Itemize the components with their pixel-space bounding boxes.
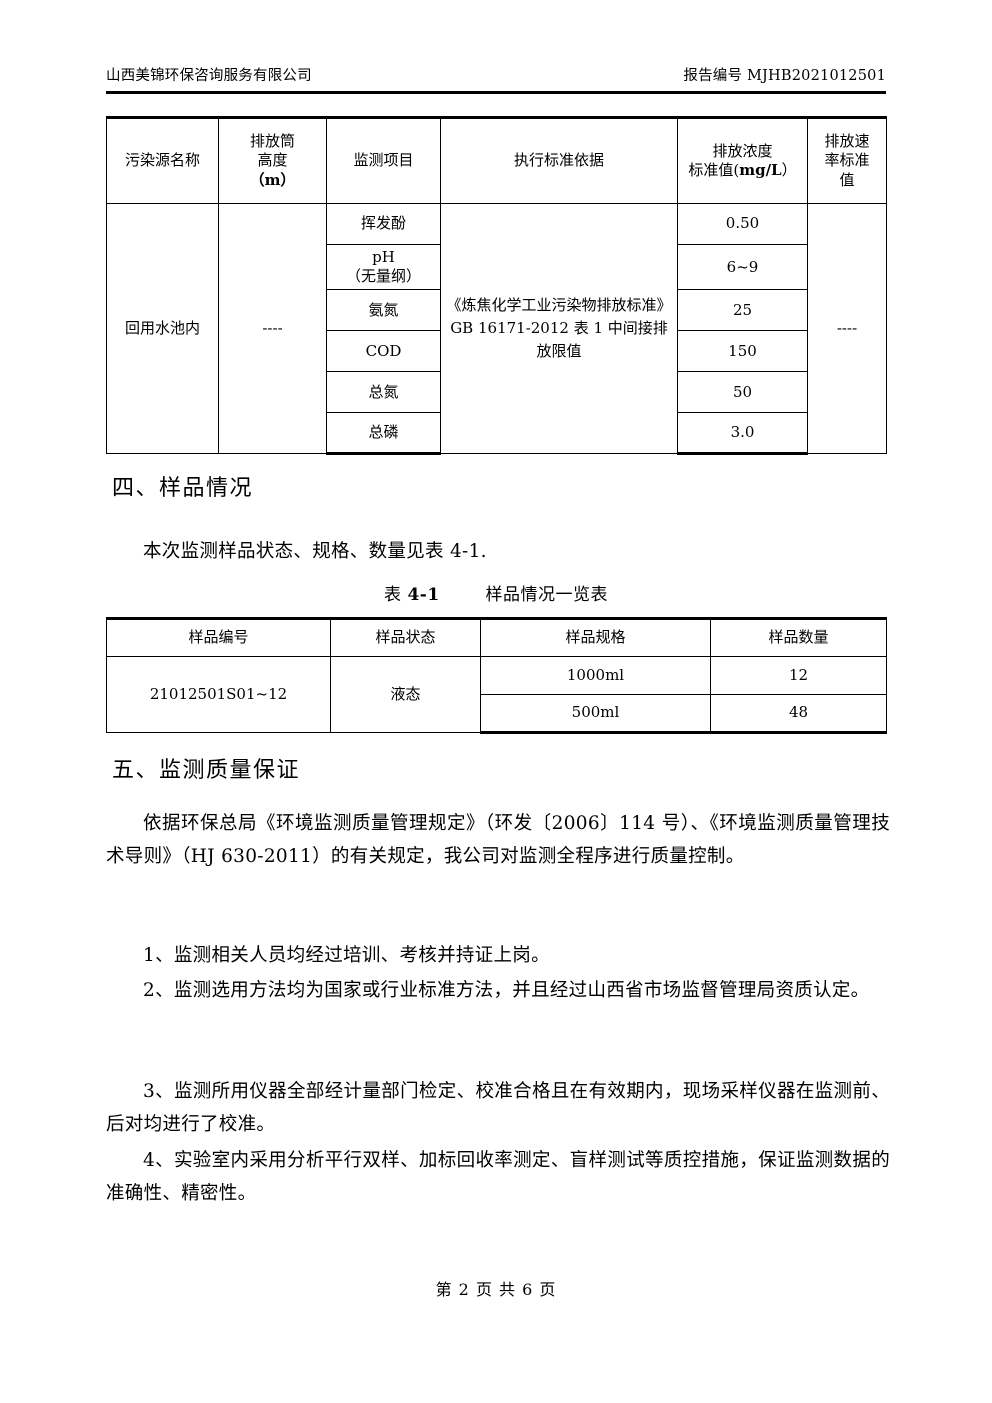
cell-concentration-limit: 50 bbox=[677, 371, 808, 414]
column-header-stack-height: 排放筒 高度 （m） bbox=[218, 116, 327, 204]
sample-information-table: 样品编号 样品状态 样品规格 样品数量 21012501S01~12 液态 10… bbox=[106, 617, 887, 734]
cell-sample-quantity: 48 bbox=[710, 694, 887, 734]
table-header-row: 污染源名称 排放筒 高度 （m） 监测项目 执行标准依据 排放浓度 标准值(mg… bbox=[106, 116, 887, 204]
document-header: 山西美锦环保咨询服务有限公司 报告编号 MJHB2021012501 bbox=[106, 64, 886, 85]
cell-sample-spec: 500ml bbox=[480, 694, 711, 734]
cell-stack-height: ---- bbox=[218, 202, 327, 455]
column-header-sample-number: 样品编号 bbox=[106, 617, 331, 657]
caption-text: 样品情况一览表 bbox=[485, 585, 608, 605]
caption-prefix: 表 bbox=[384, 585, 402, 605]
table-row: 500ml 48 bbox=[107, 694, 887, 734]
table-4-1-caption: 表 4-1 样品情况一览表 bbox=[106, 580, 886, 605]
quality-assurance-item-3: 3、监测所用仪器全部经计量部门检定、校准合格且在有效期内，现场采样仪器在监测前、… bbox=[106, 1081, 890, 1135]
section-five-heading: 五、监测质量保证 bbox=[112, 758, 301, 783]
cell-monitoring-item: 挥发酚 bbox=[326, 203, 441, 245]
cell-concentration-limit: 150 bbox=[677, 330, 808, 373]
cell-concentration-limit: 0.50 bbox=[677, 203, 808, 245]
column-header-concentration-limit: 排放浓度 标准值(mg/L） bbox=[677, 116, 808, 204]
cell-sample-spec: 1000ml bbox=[480, 656, 711, 695]
table-row: pH （无量纲） 6~9 bbox=[107, 243, 887, 291]
cell-standard-basis: 《炼焦化学工业污染物排放标准》GB 16171-2012 表 1 中间接排放限值 bbox=[440, 202, 678, 455]
quality-assurance-item-1: 1、监测相关人员均经过培训、考核并持证上岗。 bbox=[143, 945, 550, 966]
quality-assurance-item-2: 2、监测选用方法均为国家或行业标准方法，并且经过山西省市场监督管理局资质认定。 bbox=[143, 980, 870, 1001]
header-report-number: 报告编号 MJHB2021012501 bbox=[683, 68, 886, 84]
column-header-sample-state: 样品状态 bbox=[330, 617, 481, 657]
sample-intro-paragraph: 本次监测样品状态、规格、数量见表 4-1. bbox=[143, 541, 487, 562]
cell-sample-number: 21012501S01~12 bbox=[106, 656, 331, 733]
table-header-row: 样品编号 样品状态 样品规格 样品数量 bbox=[106, 617, 887, 657]
page-footer: 第 2 页 共 6 页 bbox=[435, 1280, 557, 1299]
table-row: 氨氮 25 bbox=[107, 289, 887, 332]
header-company-name: 山西美锦环保咨询服务有限公司 bbox=[106, 68, 312, 84]
quality-assurance-intro: 依据环保总局《环境监测质量管理规定》（环发〔2006〕114 号）、《环境监测质… bbox=[106, 813, 890, 867]
column-header-monitoring-item: 监测项目 bbox=[326, 116, 441, 204]
column-header-source-name: 污染源名称 bbox=[106, 116, 219, 204]
cell-sample-quantity: 12 bbox=[710, 656, 887, 695]
caption-number: 4-1 bbox=[407, 585, 440, 605]
cell-concentration-limit: 6~9 bbox=[677, 243, 808, 291]
cell-monitoring-item: 总磷 bbox=[326, 412, 441, 456]
cell-concentration-limit: 3.0 bbox=[677, 412, 808, 456]
column-header-sample-spec: 样品规格 bbox=[480, 617, 711, 657]
cell-monitoring-item: 氨氮 bbox=[326, 289, 441, 332]
column-header-rate-standard: 排放速 率标准 值 bbox=[807, 116, 887, 204]
header-divider-rule bbox=[106, 91, 886, 94]
table-row: 总氮 50 bbox=[107, 371, 887, 414]
quality-assurance-item-4: 4、实验室内采用分析平行双样、加标回收率测定、盲样测试等质控措施，保证监测数据的… bbox=[106, 1150, 890, 1204]
table-row: 回用水池内 ---- 挥发酚 《炼焦化学工业污染物排放标准》GB 16171-2… bbox=[106, 202, 887, 455]
table-row: 总磷 3.0 bbox=[107, 412, 887, 456]
table-row: COD 150 bbox=[107, 330, 887, 373]
table-row: 21012501S01~12 液态 1000ml 12 bbox=[106, 656, 887, 733]
cell-monitoring-item: COD bbox=[326, 330, 441, 373]
column-header-sample-quantity: 样品数量 bbox=[710, 617, 887, 657]
column-header-standard-basis: 执行标准依据 bbox=[440, 116, 678, 204]
cell-monitoring-item: pH （无量纲） bbox=[326, 243, 441, 291]
section-four-heading: 四、样品情况 bbox=[112, 476, 254, 501]
cell-monitoring-item: 总氮 bbox=[326, 371, 441, 414]
cell-concentration-limit: 25 bbox=[677, 289, 808, 332]
cell-source-name: 回用水池内 bbox=[106, 202, 219, 455]
emission-standards-table: 污染源名称 排放筒 高度 （m） 监测项目 执行标准依据 排放浓度 标准值(mg… bbox=[106, 116, 887, 456]
cell-rate-standard: ---- bbox=[807, 202, 887, 455]
cell-sample-state: 液态 bbox=[330, 656, 481, 733]
